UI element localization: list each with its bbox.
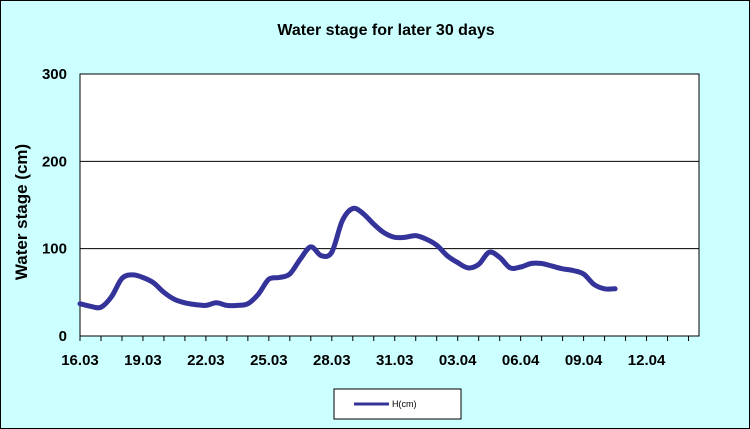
x-tick-label: 31.03: [376, 352, 414, 369]
x-tick-label: 03.04: [439, 352, 477, 369]
x-tick-label: 06.04: [502, 352, 540, 369]
series-line-h-cm: [77, 205, 618, 311]
y-tick-label: 200: [42, 153, 67, 170]
y-axis-tick-labels: 0 100 200 300: [42, 66, 67, 345]
x-axis-tick-marks: [79, 336, 690, 341]
y-tick-label: 300: [42, 66, 67, 83]
gridlines: [80, 160, 699, 250]
y-tick-label: 100: [42, 241, 67, 258]
x-tick-label: 12.04: [628, 352, 666, 369]
legend-label: H(cm): [392, 399, 417, 409]
plot-area: [79, 73, 700, 337]
x-tick-label: 16.03: [61, 352, 99, 369]
x-tick-label: 28.03: [313, 352, 351, 369]
x-tick-label: 25.03: [250, 352, 288, 369]
y-axis-label: Water stage (cm): [12, 144, 31, 280]
chart-title: Water stage for later 30 days: [277, 22, 494, 39]
y-tick-label: 0: [59, 328, 67, 345]
x-tick-label: 22.03: [187, 352, 225, 369]
legend: H(cm): [333, 388, 462, 420]
x-tick-label: 19.03: [124, 352, 162, 369]
x-tick-label: 09.04: [565, 352, 603, 369]
x-axis-tick-labels: 16.03 19.03 22.03 25.03 28.03 31.03 03.04 06.04…: [61, 352, 666, 369]
